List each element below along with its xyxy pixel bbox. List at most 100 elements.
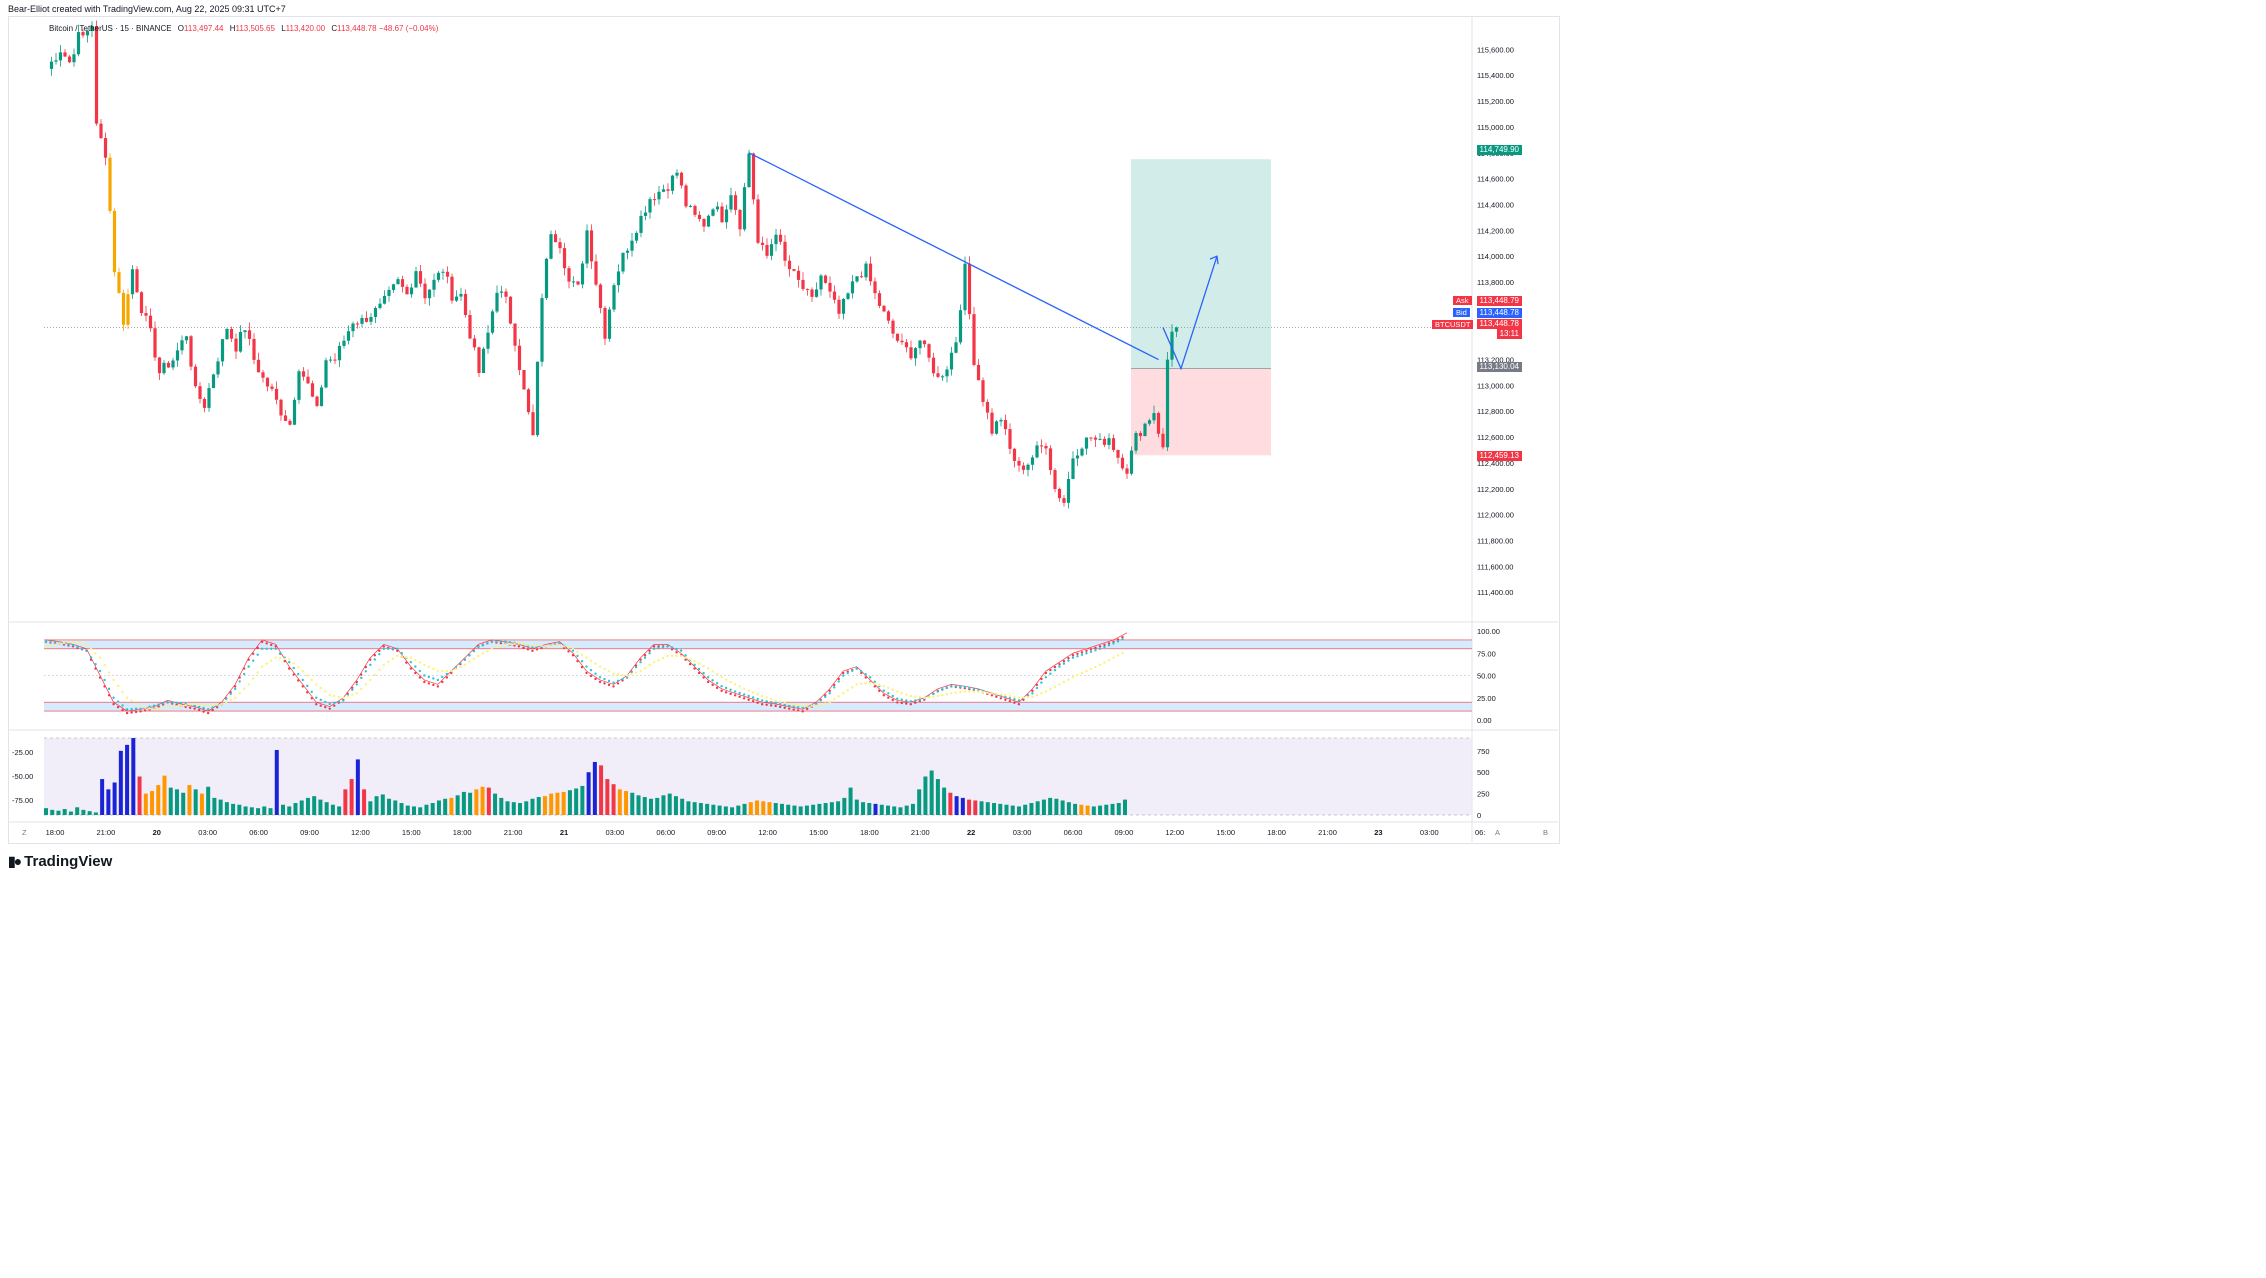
volume-bar xyxy=(243,806,248,815)
stoch-dot xyxy=(643,654,647,657)
candle xyxy=(490,311,495,333)
stoch-dot xyxy=(643,666,647,670)
volume-bar xyxy=(561,791,566,815)
stoch-dot xyxy=(301,685,304,688)
stoch-dot xyxy=(247,658,250,661)
candle xyxy=(324,360,328,388)
candle xyxy=(634,232,639,241)
tradingview-logo[interactable]: ▮● TradingView xyxy=(8,853,112,870)
volume-bar xyxy=(1066,802,1071,815)
candle xyxy=(612,285,616,310)
stoch-dot xyxy=(297,679,300,682)
price-tick-label: 115,200.00 xyxy=(1477,97,1514,106)
candle xyxy=(774,234,778,245)
volume-bar xyxy=(118,750,123,815)
volume-bar xyxy=(836,801,841,815)
volume-bar xyxy=(256,808,261,815)
volume-bar xyxy=(486,787,491,815)
stoch-dot xyxy=(436,678,440,682)
volume-bar xyxy=(449,797,454,815)
price-tick-label: 111,800.00 xyxy=(1477,536,1513,545)
candle xyxy=(819,275,823,290)
stoch-dot xyxy=(80,642,84,645)
candle xyxy=(409,287,414,295)
stoch-dot xyxy=(373,658,377,661)
time-tick-label: 18:00 xyxy=(453,828,472,837)
stoch-dot xyxy=(869,681,872,684)
stoch-dot xyxy=(98,676,102,679)
volume-bar xyxy=(904,805,909,815)
stoch-dot xyxy=(130,699,133,702)
volume-bar xyxy=(823,803,828,815)
time-tick-label: 15:00 xyxy=(1216,828,1235,837)
stoch-dot xyxy=(693,660,696,663)
candle xyxy=(193,366,198,387)
volume-bar xyxy=(648,798,653,815)
volume-bar xyxy=(112,782,117,815)
candle xyxy=(1080,448,1084,456)
time-tick-label: 21:00 xyxy=(504,828,523,837)
price-tick-label: 111,600.00 xyxy=(1477,562,1513,571)
stoch-dot xyxy=(842,692,845,695)
stoch-dot xyxy=(414,658,417,662)
stoch-dot xyxy=(706,676,710,679)
stoch-dot xyxy=(941,693,944,697)
volume-bar xyxy=(985,802,990,815)
settings-button[interactable]: B xyxy=(1543,828,1549,837)
auto-scale-button[interactable]: A xyxy=(1495,828,1501,837)
stoch-dot xyxy=(310,690,313,694)
stoch-dot xyxy=(526,648,530,651)
stoch-dot xyxy=(279,657,282,660)
candle xyxy=(562,248,567,269)
stoch-dot xyxy=(1094,649,1097,652)
volume-bar xyxy=(929,770,934,815)
volume-bar xyxy=(318,799,323,815)
time-tick-label: 18:00 xyxy=(860,828,879,837)
low-value: 113,420.00 xyxy=(285,24,326,33)
zoom-button[interactable]: Z xyxy=(22,828,27,837)
stoch-dot xyxy=(1013,701,1016,704)
candle xyxy=(540,298,544,362)
stoch-dot xyxy=(918,700,922,703)
volume-bar xyxy=(742,803,747,815)
candle xyxy=(778,234,783,242)
candle xyxy=(90,26,94,32)
volume-bar xyxy=(87,811,92,815)
stoch-dot xyxy=(860,671,863,675)
stoch-dot xyxy=(652,647,656,650)
symbol-title[interactable]: Bitcoin / TetherUS · 15 · BINANCE xyxy=(49,24,172,33)
stoch-dot xyxy=(360,687,363,691)
stoch-dot xyxy=(778,705,782,709)
stoch-dot xyxy=(319,686,322,690)
stoch-dot xyxy=(445,669,449,673)
volume-bar xyxy=(374,796,379,815)
stoch-dot xyxy=(382,663,386,667)
volume-bar xyxy=(518,803,523,815)
stoch-dot xyxy=(724,686,728,690)
stoch-dot xyxy=(283,659,286,663)
stoch-dot xyxy=(283,657,286,661)
candle xyxy=(243,330,247,332)
volume-bar xyxy=(455,795,460,815)
volume-bar xyxy=(942,787,947,815)
candle xyxy=(1048,448,1053,471)
stoch-dot xyxy=(247,683,250,686)
stoch-dot xyxy=(630,671,633,674)
candle xyxy=(1116,449,1120,458)
volume-bar xyxy=(56,810,61,815)
chart-canvas[interactable]: 115,600.00 115,400.00 115,200.00 115,000.00… xyxy=(0,0,1566,878)
stoch-dot xyxy=(950,692,953,695)
stoch-dot xyxy=(58,642,61,645)
candle xyxy=(225,328,229,340)
candle xyxy=(706,215,711,227)
candle xyxy=(832,291,837,300)
stoch-dot xyxy=(1071,656,1075,659)
stoch-dot xyxy=(49,640,52,644)
stoch-dot xyxy=(481,652,485,655)
candle xyxy=(567,268,571,282)
stoch-dot xyxy=(688,658,692,661)
stoch-dot xyxy=(175,701,178,704)
volume-bar xyxy=(262,806,267,815)
candle xyxy=(1057,488,1062,499)
stoch-dot xyxy=(193,704,196,707)
